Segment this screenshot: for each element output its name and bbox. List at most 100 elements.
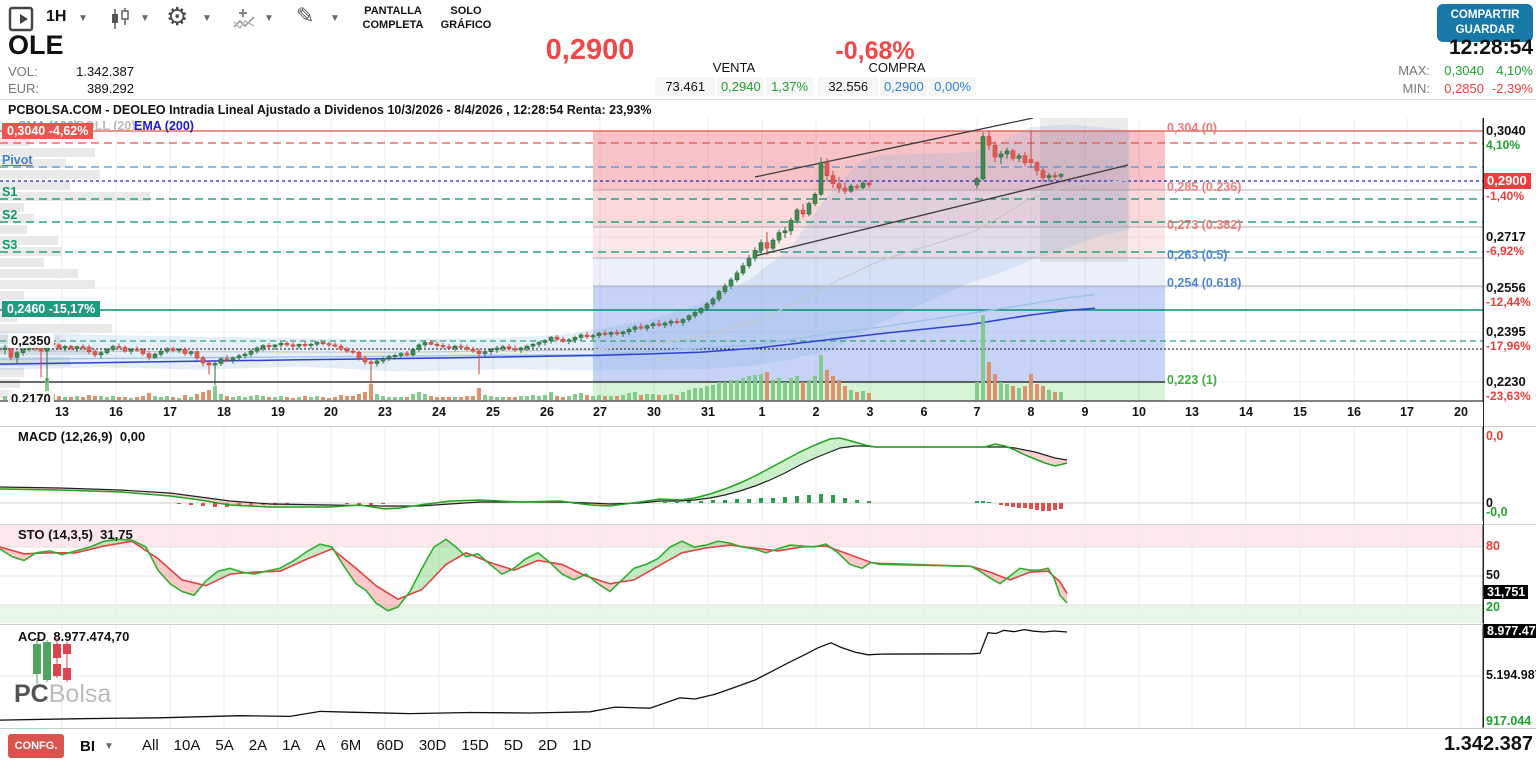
x-axis-label: 20 [324,405,338,419]
max-level-badge: 0,3040 -4,62% [2,123,94,139]
sto-params: STO (14,3,5) [18,527,93,542]
divider [0,99,1536,100]
x-axis-label: 13 [1185,405,1199,419]
x-axis-label: 15 [1293,405,1307,419]
sto-scale-80: 80 [1486,539,1500,553]
chart-type-icon[interactable] [108,7,132,31]
last-price: 0,2900 [545,34,635,66]
sto-value-badge: 31,751 [1484,585,1529,599]
config-button[interactable]: CONFG. [8,734,64,758]
sto-panel[interactable] [0,524,1536,623]
fullscreen-label-2: COMPLETA [362,18,424,31]
min-pct: -2,39% [1491,81,1533,96]
solo-label-1: SOLO [450,5,482,17]
macd-scale-zero: 0 [1486,496,1493,510]
sto-scale-20: 20 [1486,600,1500,614]
last-price-badge: 0,2900 [1483,173,1531,189]
eur-value: 389.292 [87,81,134,96]
fib-label-1: 0,285 (0.236) [1167,180,1242,194]
s2-label: S2 [2,208,18,222]
bi-selector[interactable]: BI [80,738,95,755]
clock: 12:28:54 [1448,36,1533,59]
eur-label: EUR: [8,81,40,96]
macd-title: MACD (12,26,9) 0,00 [18,429,145,444]
x-axis-label: 9 [1081,405,1089,419]
chevron-down-icon[interactable]: ▼ [78,13,88,24]
period-button-10a[interactable]: 10A [173,737,201,754]
scale-pct-2: -6,92% [1486,244,1525,258]
chevron-down-icon[interactable]: ▼ [330,13,340,24]
draw-pencil-icon[interactable]: ✎ [296,3,315,28]
sto-title: STO (14,3,5) 31,75 [18,527,133,542]
settings-gear-icon[interactable]: ⚙ [166,3,189,31]
scale-price-4: 0,2395 [1486,324,1526,339]
chevron-down-icon[interactable]: ▼ [104,741,114,752]
solo-chart-button[interactable]: SOLO GRÁFICO [438,5,494,33]
scale-price-5: 0,2230 [1486,374,1526,389]
period-button-a[interactable]: A [315,737,326,754]
period-button-6m[interactable]: 6M [340,737,362,754]
chevron-down-icon[interactable]: ▼ [264,13,274,24]
bid-price: 0,2900 [880,77,928,96]
period-button-30d[interactable]: 30D [418,737,447,754]
acd-scale-mid: 5.194.987 [1486,668,1536,682]
bottom-bar: CONFG. BI ▼ All 10A 5A 2A 1A A 6M 60D 30D 15D 5D 2D… [0,728,1536,766]
scale-price-3: 0,2556 [1486,280,1526,295]
x-axis-label: 27 [593,405,607,419]
sto-value: 31,75 [100,527,133,542]
x-axis-label: 23 [378,405,392,419]
solo-label-2: GRÁFICO [440,18,492,31]
scale-price-2: 0,2717 [1486,229,1526,244]
fib-label-4: 0,254 (0.618) [1167,276,1242,290]
indicators-icon[interactable] [232,7,258,31]
chevron-down-icon[interactable]: ▼ [140,13,150,24]
ask-qty: 73.461 [655,77,716,96]
vol-label: VOL: [8,64,38,79]
x-axis-label: 3 [866,405,874,419]
vol-value: 1.342.387 [76,64,134,79]
symbol-title: OLE [8,30,64,60]
x-axis-label: 7 [973,405,981,419]
chevron-down-icon[interactable]: ▼ [202,13,212,24]
x-axis-label: 13 [55,405,69,419]
period-button-5d[interactable]: 5D [503,737,524,754]
fib-label-5: 0,223 (1) [1167,373,1218,387]
x-axis-label: 31 [701,405,715,419]
period-button-1d[interactable]: 1D [572,737,592,754]
x-axis-label: 17 [163,405,177,419]
period-button-all[interactable]: All [142,737,159,754]
x-axis-label: 16 [1347,405,1361,419]
period-button-2a[interactable]: 2A [248,737,268,754]
period-button-1a[interactable]: 1A [282,737,301,754]
x-axis-label: 30 [647,405,661,419]
period-button-5a[interactable]: 5A [215,737,234,754]
macd-params: MACD (12,26,9) [18,429,113,444]
level-2460-badge: 0,2460 -15,17% [2,301,101,317]
period-button-2d[interactable]: 2D [538,737,558,754]
macd-panel[interactable] [0,426,1536,521]
acd-panel[interactable] [0,624,1536,728]
s3-label: S3 [2,238,18,252]
panel-toggle-icon[interactable] [8,6,34,32]
max-price: 0,3040 [1444,63,1484,78]
bid-pct: 0,00% [929,77,976,96]
top-toolbar: 1H ▼ ▼ ⚙ ▼ ▼ ✎ ▼ PANTALLA COMPLETA SOLO … [0,0,1536,99]
legend-ema[interactable]: EMA (200) [134,119,194,133]
period-button-60d[interactable]: 60D [376,737,404,754]
save-label: GUARDAR [1455,23,1515,36]
period-button-15d[interactable]: 15D [461,737,489,754]
interval-selector[interactable]: 1H [46,8,67,25]
max-label: MAX: [1398,63,1430,78]
max-pct: 4,10% [1496,63,1533,78]
share-save-button[interactable]: COMPARTIR GUARDAR [1437,4,1533,42]
fullscreen-button[interactable]: PANTALLA COMPLETA [358,5,428,33]
x-axis-label: 16 [109,405,123,419]
acd-scale-bot: 917.044 [1486,714,1532,728]
x-axis-label: 8 [1027,405,1035,419]
main-chart[interactable] [0,118,1536,402]
x-axis[interactable]: 13 16 17 18 19 20 23 24 25 26 27 30 31 1 2 3 6 7 8 9 10 13 14 1… [0,402,1536,425]
x-axis-label: 6 [920,405,928,419]
x-axis-label: 20 [1454,405,1468,419]
pivot-label: Pivot [2,153,33,167]
x-axis-label: 1 [758,405,766,419]
